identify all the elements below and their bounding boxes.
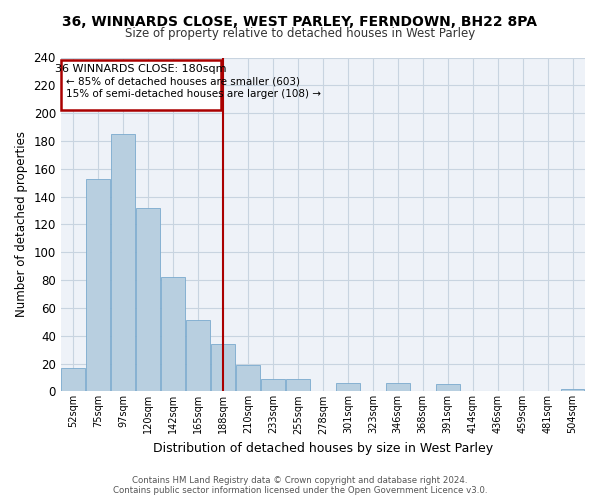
FancyBboxPatch shape: [61, 60, 221, 110]
Bar: [386, 383, 410, 392]
Text: 15% of semi-detached houses are larger (108) →: 15% of semi-detached houses are larger (…: [66, 90, 321, 100]
Bar: [161, 278, 185, 392]
Bar: [186, 320, 210, 392]
Bar: [336, 383, 360, 392]
Text: Contains HM Land Registry data © Crown copyright and database right 2024.
Contai: Contains HM Land Registry data © Crown c…: [113, 476, 487, 495]
Bar: [560, 388, 584, 392]
Bar: [236, 365, 260, 392]
Bar: [211, 344, 235, 392]
Y-axis label: Number of detached properties: Number of detached properties: [15, 132, 28, 318]
Text: 36 WINNARDS CLOSE: 180sqm: 36 WINNARDS CLOSE: 180sqm: [55, 64, 227, 74]
Bar: [86, 178, 110, 392]
X-axis label: Distribution of detached houses by size in West Parley: Distribution of detached houses by size …: [153, 442, 493, 455]
Bar: [261, 379, 285, 392]
Bar: [61, 368, 85, 392]
Text: ← 85% of detached houses are smaller (603): ← 85% of detached houses are smaller (60…: [66, 77, 300, 87]
Bar: [286, 379, 310, 392]
Text: Size of property relative to detached houses in West Parley: Size of property relative to detached ho…: [125, 28, 475, 40]
Bar: [112, 134, 135, 392]
Text: 36, WINNARDS CLOSE, WEST PARLEY, FERNDOWN, BH22 8PA: 36, WINNARDS CLOSE, WEST PARLEY, FERNDOW…: [62, 15, 538, 29]
Bar: [436, 384, 460, 392]
Bar: [136, 208, 160, 392]
